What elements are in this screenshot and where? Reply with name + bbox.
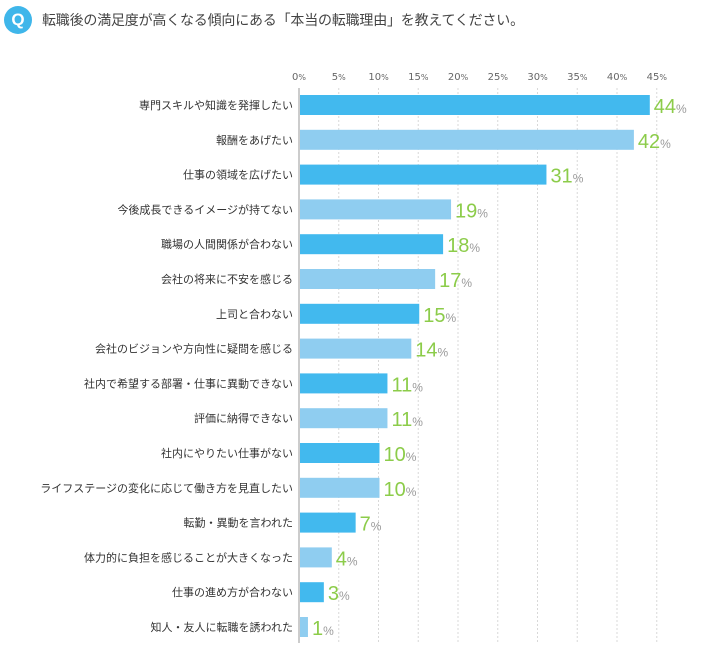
value-label: 11% — [391, 409, 423, 431]
x-tick-label: 5% — [332, 72, 346, 83]
category-label: 上司と合わない — [216, 307, 293, 321]
value-label: 11% — [391, 374, 423, 396]
value-label: 31% — [550, 166, 583, 188]
category-label: 知人・友人に転職を誘われた — [151, 620, 293, 634]
x-tick-label: 45% — [647, 72, 668, 83]
bar — [300, 477, 380, 498]
bar — [300, 95, 650, 115]
bar — [300, 373, 388, 394]
category-label: 今後成長できるイメージが持てない — [117, 202, 293, 216]
bar — [300, 547, 332, 568]
category-label: 社内にやりたい仕事がない — [161, 446, 293, 460]
value-label: 42% — [638, 131, 671, 153]
bar — [300, 443, 380, 463]
category-label: 仕事の進め方が合わない — [172, 585, 293, 599]
bar — [300, 582, 324, 603]
bar — [300, 234, 444, 255]
value-label: 10% — [384, 479, 417, 501]
category-label: 転勤・異動を言われた — [184, 516, 293, 530]
x-tick-label: 10% — [368, 72, 389, 83]
bar — [300, 617, 308, 637]
value-label: 14% — [415, 340, 448, 362]
category-label: ライフステージの変化に応じて働き方を見直したい — [40, 481, 293, 495]
question-badge: Q — [4, 6, 32, 34]
x-tick-label: 40% — [607, 72, 628, 83]
value-label: 1% — [312, 618, 334, 640]
category-label: 会社のビジョンや方向性に疑問を感じる — [95, 342, 293, 356]
bar — [300, 338, 412, 359]
x-tick-label: 0% — [292, 72, 306, 83]
value-label: 18% — [447, 235, 480, 257]
value-label: 4% — [336, 548, 358, 570]
bar — [300, 269, 436, 289]
bar — [300, 199, 452, 220]
x-tick-label: 35% — [567, 72, 588, 83]
value-label: 17% — [439, 270, 472, 292]
category-label: 職場の人間関係が合わない — [161, 237, 293, 251]
value-label: 19% — [455, 200, 488, 222]
question-title: 転職後の満足度が高くなる傾向にある「本当の転職理由」を教えてください。 — [42, 13, 524, 29]
value-label: 7% — [360, 514, 382, 536]
category-label: 体力的に負担を感じることが大きくなった — [84, 550, 293, 564]
x-tick-label: 15% — [408, 72, 429, 83]
bar — [300, 512, 356, 533]
bar — [300, 129, 634, 150]
value-label: 3% — [328, 583, 350, 605]
value-label: 15% — [423, 305, 456, 327]
category-label: 社内で希望する部署・仕事に異動できない — [84, 376, 293, 390]
x-tick-label: 30% — [527, 72, 548, 83]
category-label: 専門スキルや知識を発揮したい — [139, 98, 293, 112]
category-label: 会社の将来に不安を感じる — [161, 272, 293, 286]
category-label: 報酬をあげたい — [216, 134, 293, 147]
bar — [300, 303, 420, 324]
category-label: 評価に納得できない — [194, 411, 293, 425]
value-label: 44% — [654, 96, 687, 118]
x-tick-label: 20% — [448, 72, 469, 83]
x-tick-label: 25% — [488, 72, 509, 83]
bar — [300, 408, 388, 429]
bar — [300, 164, 547, 185]
value-label: 10% — [384, 444, 417, 466]
category-label: 仕事の領域を広げたい — [183, 168, 293, 182]
